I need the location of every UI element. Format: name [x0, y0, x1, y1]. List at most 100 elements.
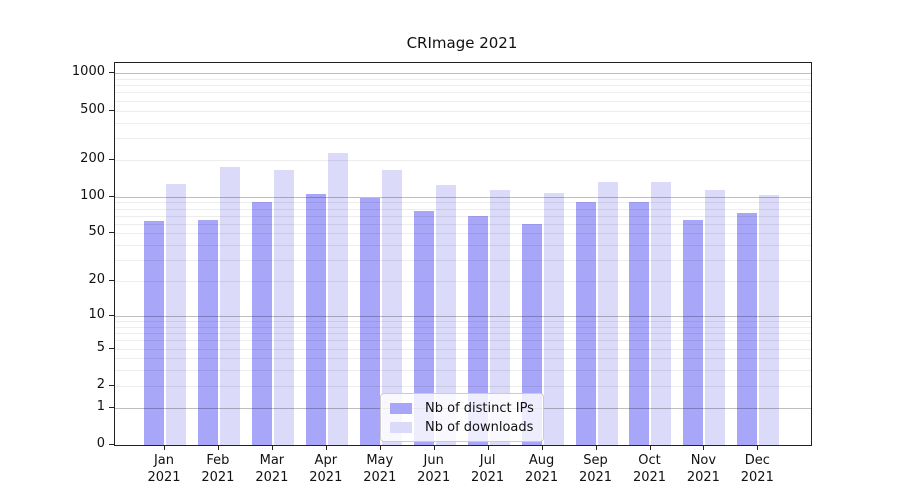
x-tick-label: Aug 2021: [525, 453, 559, 485]
bar-downloads: [543, 192, 564, 445]
gridline: [115, 85, 811, 87]
x-tick-label: May 2021: [363, 453, 397, 485]
y-tick-label: 5: [96, 339, 105, 355]
gridline: [115, 73, 811, 75]
y-tick-label: 1000: [71, 64, 105, 80]
bar-distinct-ips: [521, 223, 542, 445]
gridline: [115, 223, 811, 225]
bar-downloads: [219, 166, 240, 445]
gridline: [115, 348, 811, 350]
gridline: [115, 316, 811, 317]
bar-distinct-ips: [737, 212, 758, 445]
x-tick-label: Nov 2021: [686, 453, 720, 485]
gridline: [115, 233, 811, 235]
x-tick-label: Jul 2021: [471, 453, 505, 485]
gridline: [115, 245, 811, 247]
y-tick-label: 2: [96, 376, 105, 392]
bar-downloads: [273, 169, 294, 445]
gridline: [115, 370, 811, 372]
legend-label-distinct-ips: Nb of distinct IPs: [425, 400, 534, 416]
y-tick-label: 500: [80, 101, 105, 117]
gridline: [115, 137, 811, 139]
legend-label-downloads: Nb of downloads: [425, 419, 534, 435]
gridline: [115, 100, 811, 102]
x-tick-label: Mar 2021: [255, 453, 289, 485]
y-tick-mark: [109, 158, 114, 160]
legend-entry-downloads: Nb of downloads: [381, 419, 543, 435]
gridline: [115, 202, 811, 204]
bar-distinct-ips: [629, 202, 650, 445]
gridline: [115, 260, 811, 262]
gridline: [115, 326, 811, 328]
gridline: [115, 281, 811, 283]
x-tick-mark: [271, 445, 273, 450]
x-tick-label: Oct 2021: [632, 453, 667, 485]
chart-title: CRImage 2021: [406, 34, 518, 52]
legend: Nb of distinct IPs Nb of downloads: [380, 393, 544, 442]
x-tick-mark: [595, 445, 597, 450]
gridline: [115, 385, 811, 387]
y-tick-mark: [109, 384, 114, 386]
bar-downloads: [381, 169, 402, 445]
bar-downloads: [597, 181, 618, 445]
x-tick-mark: [217, 445, 219, 450]
gridline: [115, 340, 811, 342]
bar-distinct-ips: [683, 219, 704, 445]
y-tick-mark: [109, 280, 114, 282]
legend-swatch-distinct-ips: [390, 402, 412, 414]
plot-area: Nb of distinct IPs Nb of downloads: [114, 62, 812, 446]
gridline: [115, 196, 811, 198]
gridline: [115, 333, 811, 335]
x-tick-label: Sep 2021: [578, 453, 613, 485]
bar-downloads: [435, 184, 456, 445]
y-tick-label: 10: [88, 307, 105, 322]
x-tick-label: Apr 2021: [309, 453, 343, 485]
y-tick-mark: [109, 444, 114, 445]
y-tick-mark: [109, 109, 114, 111]
bar-downloads: [651, 181, 672, 445]
x-tick-mark: [487, 445, 489, 450]
y-tick-label: 100: [80, 187, 105, 203]
bar-distinct-ips: [359, 197, 380, 445]
bar-downloads: [759, 194, 780, 445]
gridline: [115, 358, 811, 360]
x-tick-mark: [379, 445, 381, 450]
gridline: [115, 122, 811, 124]
bar-downloads: [327, 152, 348, 445]
x-tick-mark: [649, 445, 651, 450]
x-tick-mark: [541, 445, 543, 450]
gridline: [115, 92, 811, 94]
x-tick-label: Jun 2021: [417, 453, 451, 485]
legend-swatch-downloads: [390, 421, 412, 433]
x-tick-label: Dec 2021: [740, 453, 774, 485]
bar-downloads: [705, 189, 726, 445]
x-tick-mark: [757, 445, 759, 450]
y-tick-label: 50: [88, 224, 105, 240]
y-tick-mark: [109, 315, 114, 316]
y-tick-mark: [109, 406, 114, 408]
y-tick-mark: [109, 195, 114, 197]
bar-distinct-ips: [575, 202, 596, 445]
y-tick-mark: [109, 347, 114, 349]
gridline: [115, 215, 811, 217]
bar-downloads: [489, 190, 510, 445]
x-tick-label: Feb 2021: [201, 453, 235, 485]
x-tick-mark: [164, 445, 165, 450]
bar-distinct-ips: [305, 193, 326, 445]
y-tick-label: 20: [88, 272, 105, 288]
gridline: [115, 110, 811, 112]
gridline: [115, 321, 811, 323]
bar-distinct-ips: [251, 202, 272, 445]
bar-downloads: [166, 183, 186, 445]
y-tick-label: 0: [96, 436, 105, 451]
x-tick-mark: [433, 445, 435, 450]
y-tick-mark: [109, 72, 114, 74]
legend-entry-distinct-ips: Nb of distinct IPs: [381, 400, 543, 416]
gridline: [115, 208, 811, 210]
bar-distinct-ips: [144, 221, 164, 445]
y-tick-mark: [109, 232, 114, 234]
bar-distinct-ips: [197, 219, 218, 445]
bar-distinct-ips: [467, 216, 488, 445]
y-tick-label: 1: [96, 398, 105, 414]
